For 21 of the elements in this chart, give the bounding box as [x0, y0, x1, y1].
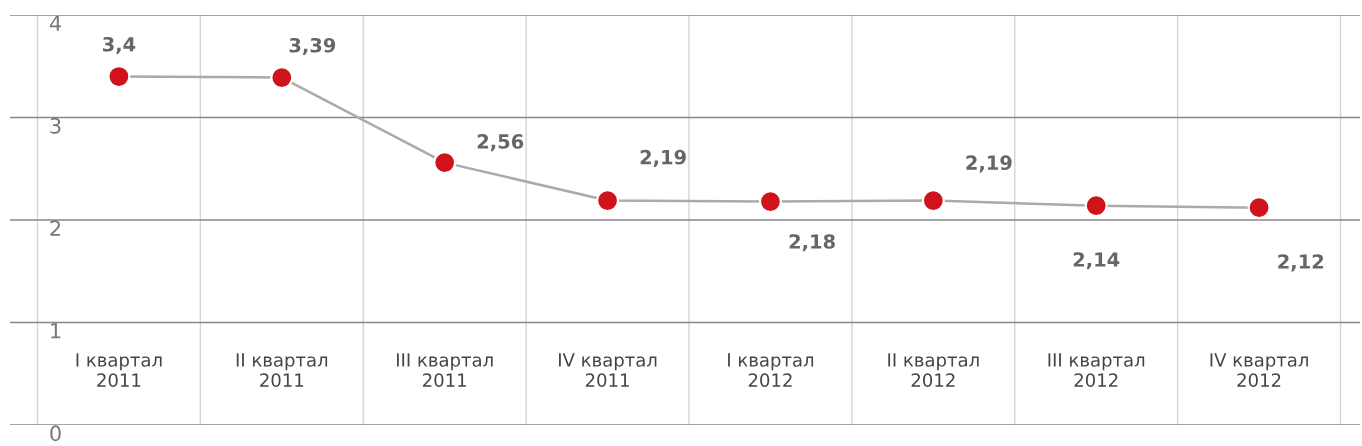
y-tick-label: 0 [50, 425, 61, 442]
x-tick-label: II квартал 2011 [236, 353, 328, 387]
x-tick-label: I квартал 2011 [76, 353, 162, 387]
data-label: 3,39 [289, 37, 336, 56]
data-label: 2,56 [477, 134, 524, 152]
x-tick-label: II квартал 2012 [888, 353, 979, 387]
y-tick-label: 3 [50, 117, 61, 134]
x-tick-label: IV квартал 2011 [559, 353, 657, 387]
y-tick-label: 2 [50, 220, 61, 236]
x-tick-label: I квартал 2012 [728, 353, 814, 387]
data-label: 2,19 [640, 149, 686, 167]
data-label: 2,18 [789, 234, 835, 252]
y-tick-label: 1 [51, 323, 61, 339]
x-tick-label: IV квартал 2012 [1210, 353, 1308, 387]
x-tick-label: III квартал 2012 [1048, 353, 1145, 387]
data-label: 3,4 [103, 36, 136, 55]
data-label: 2,12 [1278, 254, 1324, 272]
data-label: 2,14 [1073, 252, 1120, 270]
data-label: 2,19 [966, 155, 1012, 173]
x-tick-label: III квартал 2011 [396, 353, 493, 387]
y-tick-label: 4 [49, 15, 61, 31]
